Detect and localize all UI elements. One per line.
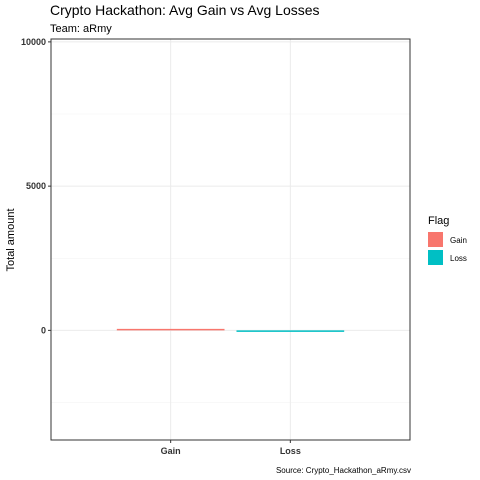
panel-border [50, 38, 411, 441]
x-tick-label: Loss [280, 446, 301, 456]
legend-label-gain: Gain [450, 236, 467, 245]
x-tick-label: Gain [161, 446, 181, 456]
chart-subtitle: Team: aRmy [50, 23, 112, 35]
chart-title: Crypto Hackathon: Avg Gain vs Avg Losses [50, 2, 320, 18]
chart-caption: Source: Crypto_Hackathon_aRmy.csv [276, 466, 411, 475]
legend-label-loss: Loss [450, 254, 467, 263]
y-tick-label: 10000 [21, 37, 46, 47]
panel-background [51, 39, 410, 440]
legend: Flag Gain Loss [428, 215, 467, 265]
y-tick-label: 5000 [26, 181, 46, 191]
y-tick-label: 0 [41, 325, 46, 335]
plot-area: 0 5000 10000 Gain Loss [21, 37, 411, 456]
y-axis-title: Total amount [5, 209, 17, 272]
bar-gain [116, 328, 225, 331]
legend-title: Flag [428, 215, 449, 227]
legend-key-gain [428, 232, 443, 247]
legend-key-loss [428, 250, 443, 265]
bar-loss [236, 330, 345, 332]
